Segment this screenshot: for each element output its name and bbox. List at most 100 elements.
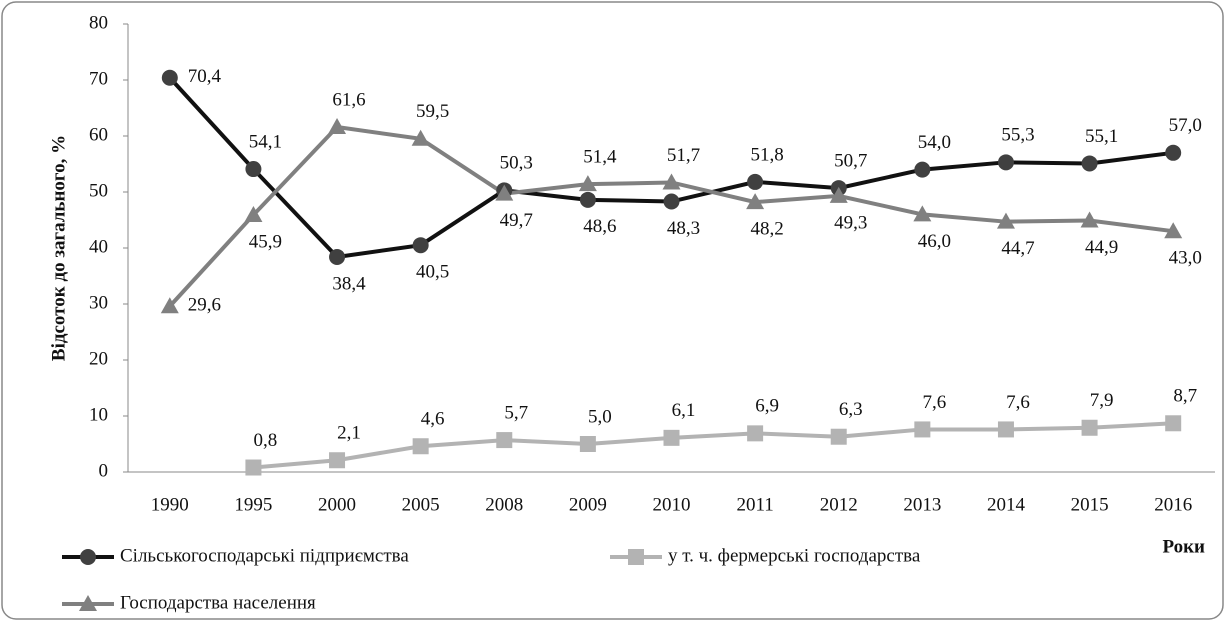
data-label: 59,5 xyxy=(416,101,449,122)
x-axis-title: Роки xyxy=(1162,536,1205,557)
data-point xyxy=(411,129,430,146)
data-point xyxy=(161,69,178,86)
legend-label: у т. ч. фермерські господарства xyxy=(668,545,921,566)
legend-label: Сільськогосподарські підприємства xyxy=(120,545,409,566)
data-point xyxy=(830,428,847,445)
data-point xyxy=(329,248,346,265)
data-label: 6,3 xyxy=(839,399,863,420)
data-label: 5,0 xyxy=(588,406,612,427)
data-point xyxy=(913,205,932,222)
x-tick-label: 2012 xyxy=(820,494,858,515)
data-label: 7,6 xyxy=(1006,392,1030,413)
x-tick-label: 2009 xyxy=(569,494,607,515)
x-tick-label: 2000 xyxy=(318,494,356,515)
data-point xyxy=(578,175,597,192)
data-point xyxy=(663,429,680,446)
data-label: 50,3 xyxy=(500,153,533,174)
y-tick-label: 50 xyxy=(89,180,108,201)
data-label: 50,7 xyxy=(834,150,867,171)
data-point xyxy=(1165,144,1182,161)
data-label: 6,9 xyxy=(755,396,779,417)
legend-marker xyxy=(628,549,644,565)
data-point xyxy=(829,186,848,203)
y-tick-label: 70 xyxy=(89,68,108,89)
data-label: 8,7 xyxy=(1173,386,1197,407)
data-point xyxy=(997,421,1014,438)
data-point xyxy=(412,237,429,254)
data-label: 49,7 xyxy=(500,210,533,231)
data-point xyxy=(1081,155,1098,172)
data-point xyxy=(1080,211,1099,228)
y-tick-label: 20 xyxy=(89,348,108,369)
legend-marker xyxy=(79,595,97,611)
data-point xyxy=(663,193,680,210)
x-tick-label: 2010 xyxy=(653,494,691,515)
x-tick-label: 2011 xyxy=(736,494,773,515)
data-label: 2,1 xyxy=(337,423,361,444)
data-label: 40,5 xyxy=(416,262,449,283)
data-label: 57,0 xyxy=(1169,115,1202,136)
data-point xyxy=(579,436,596,452)
data-label: 51,7 xyxy=(667,145,700,166)
data-label: 6,1 xyxy=(672,400,696,421)
data-point xyxy=(329,452,346,469)
data-label: 61,6 xyxy=(332,89,365,110)
y-axis-title: Відсоток до загального, % xyxy=(48,135,69,361)
x-tick-label: 2005 xyxy=(402,494,440,515)
data-label: 51,8 xyxy=(750,144,783,165)
y-tick-label: 0 xyxy=(99,460,109,481)
legend-marker xyxy=(80,549,96,565)
data-point xyxy=(245,459,262,476)
x-tick-label: 2014 xyxy=(987,494,1026,515)
data-label: 55,1 xyxy=(1085,126,1118,147)
x-tick-label: 1990 xyxy=(151,494,189,515)
data-label: 7,6 xyxy=(922,392,946,413)
data-label: 43,0 xyxy=(1169,248,1202,269)
data-point xyxy=(1081,419,1098,436)
data-point xyxy=(997,154,1014,171)
data-label: 48,2 xyxy=(750,218,783,239)
x-tick-label: 2016 xyxy=(1154,494,1192,515)
data-point xyxy=(244,205,263,222)
data-label: 46,0 xyxy=(918,231,951,252)
data-point xyxy=(579,191,596,208)
y-tick-label: 10 xyxy=(89,404,108,425)
data-point xyxy=(496,432,513,449)
data-label: 48,3 xyxy=(667,218,700,239)
x-tick-label: 2013 xyxy=(903,494,941,515)
series-line xyxy=(253,421,1174,470)
y-tick-label: 60 xyxy=(89,124,108,145)
y-tick-label: 30 xyxy=(89,292,108,313)
data-point xyxy=(328,118,347,135)
data-point xyxy=(914,161,931,178)
x-tick-label: 2015 xyxy=(1071,494,1109,515)
data-point xyxy=(160,297,179,314)
data-point xyxy=(412,438,429,455)
data-label: 7,9 xyxy=(1090,390,1114,411)
data-point xyxy=(914,421,931,438)
data-label: 4,6 xyxy=(421,409,445,430)
data-label: 44,9 xyxy=(1085,237,1118,258)
data-label: 70,4 xyxy=(188,66,222,87)
data-point xyxy=(747,173,764,190)
data-label: 0,8 xyxy=(254,430,278,451)
data-label: 45,9 xyxy=(249,231,282,252)
data-label: 55,3 xyxy=(1001,125,1034,146)
data-point xyxy=(495,184,514,201)
data-point xyxy=(662,173,681,190)
data-label: 48,6 xyxy=(583,216,616,237)
data-label: 54,1 xyxy=(249,131,282,152)
data-label: 54,0 xyxy=(918,132,951,153)
data-label: 44,7 xyxy=(1001,238,1034,259)
data-point xyxy=(1165,415,1182,432)
data-point xyxy=(245,161,262,178)
data-label: 51,4 xyxy=(583,147,617,168)
data-label: 38,4 xyxy=(332,273,366,294)
data-label: 5,7 xyxy=(504,402,528,423)
x-tick-label: 2008 xyxy=(485,494,523,515)
data-point xyxy=(746,193,765,210)
data-point xyxy=(747,425,764,442)
y-tick-label: 40 xyxy=(89,236,108,257)
data-label: 49,3 xyxy=(834,212,867,233)
